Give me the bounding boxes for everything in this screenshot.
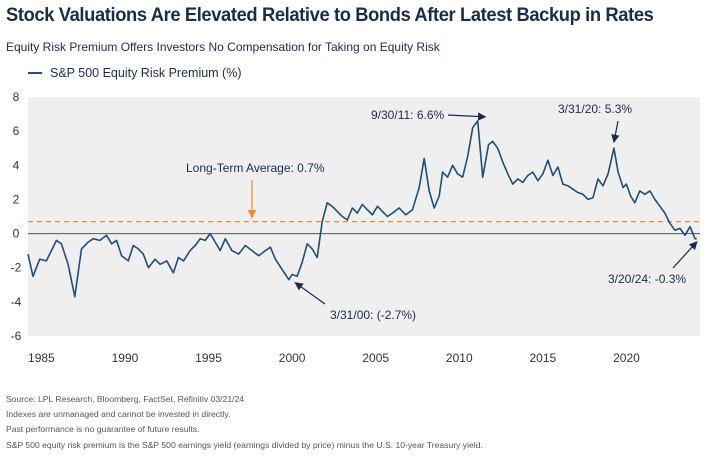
legend-label: S&P 500 Equity Risk Premium (%)	[50, 66, 242, 80]
x-tick-label: 2000	[279, 351, 306, 365]
y-tick-label: -6	[11, 329, 22, 343]
x-tick-label: 1995	[195, 351, 222, 365]
chart-subtitle: Equity Risk Premium Offers Investors No …	[6, 40, 440, 54]
average-label: Long-Term Average: 0.7%	[186, 161, 325, 175]
annotations: Long-Term Average: 0.7% 9/30/11: 6.6% 3/31…	[186, 102, 698, 322]
y-axis-ticks: -6 -4 -2 0 2 4 6 8	[11, 90, 22, 343]
y-tick-label: -2	[11, 261, 22, 275]
footnotes: Source: LPL Research, Bloomberg, FactSet…	[6, 392, 483, 453]
annotation-2020-peak-label: 3/31/20: 5.3%	[558, 102, 632, 116]
y-tick-label: 4	[13, 158, 20, 172]
chart-title: Stock Valuations Are Elevated Relative t…	[6, 4, 654, 26]
annotation-2000-low-arrow	[294, 282, 326, 305]
source-note: Source: LPL Research, Bloomberg, FactSet…	[6, 394, 245, 404]
x-tick-label: 2005	[362, 351, 389, 365]
chart-legend: S&P 500 Equity Risk Premium (%)	[28, 66, 242, 80]
legend-swatch	[28, 72, 42, 74]
y-tick-label: 6	[13, 124, 20, 138]
annotation-2024-latest-label: 3/20/24: -0.3%	[608, 272, 686, 286]
y-tick-label: -4	[11, 295, 22, 309]
annotation-2024-latest-arrow	[672, 241, 698, 269]
x-tick-label: 2010	[446, 351, 473, 365]
y-tick-label: 0	[13, 227, 20, 241]
x-axis-ticks: 1985 1990 1995 2000 2005 2010 2015 2020	[28, 351, 640, 365]
y-tick-label: 8	[13, 90, 20, 104]
y-tick-label: 2	[13, 192, 20, 206]
definition-note: S&P 500 equity risk premium is the S&P 5…	[6, 439, 483, 450]
disclaimer-index: Indexes are unmanaged and cannot be inve…	[6, 409, 231, 420]
x-tick-label: 1990	[112, 351, 139, 365]
series-line-equity-risk-premium	[27, 120, 697, 298]
annotation-2011-peak-label: 9/30/11: 6.6%	[371, 108, 444, 122]
x-tick-label: 2015	[530, 351, 557, 365]
annotation-2011-peak-arrow	[447, 112, 487, 121]
x-tick-label: 2020	[613, 351, 640, 365]
annotation-2020-peak-arrow	[611, 120, 620, 144]
annotation-2000-low-label: 3/31/00: (-2.7%)	[330, 308, 416, 322]
disclaimer-performance: Past performance is no guarantee of futu…	[6, 424, 200, 435]
plot-area	[28, 97, 700, 336]
x-tick-label: 1985	[28, 351, 55, 365]
